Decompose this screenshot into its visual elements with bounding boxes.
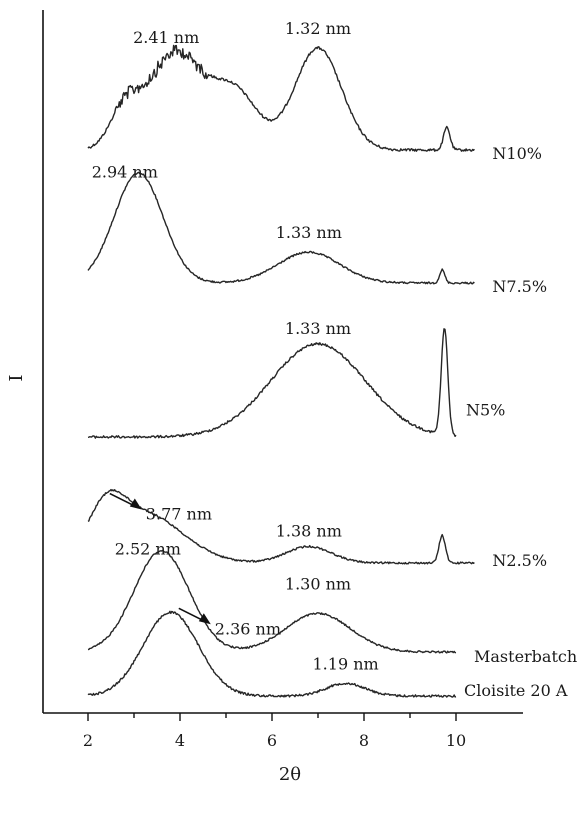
- arrow-head: [129, 498, 142, 510]
- series-label: Cloisite 20 A: [464, 681, 568, 700]
- peak-label: 2.52 nm: [115, 540, 181, 559]
- series-line: [87, 328, 457, 439]
- series-0: N10% 2.41 nm 1.32 nm: [87, 19, 542, 163]
- series-1: N7.5% 2.94 nm 1.33 nm: [87, 162, 547, 296]
- peak-label: 1.32 nm: [285, 19, 351, 38]
- series-line: [87, 488, 475, 565]
- series-line: [87, 610, 457, 698]
- series-line: [87, 171, 475, 285]
- peak-label: 1.30 nm: [285, 575, 351, 594]
- series-label: N5%: [466, 401, 505, 420]
- series-label: Masterbatch: [474, 647, 577, 666]
- series-label: N2.5%: [492, 551, 547, 570]
- x-tick-label: 4: [175, 731, 185, 750]
- x-tick-label: 2: [83, 731, 93, 750]
- peak-label: 1.38 nm: [276, 521, 342, 540]
- arrow-head: [198, 613, 211, 625]
- x-tick-label: 8: [359, 731, 369, 750]
- peak-label: 2.94 nm: [92, 162, 158, 181]
- series-line: [87, 549, 457, 654]
- y-axis-title: I: [6, 374, 27, 381]
- series-4: Masterbatch 2.52 nm 1.30 nm: [87, 540, 577, 666]
- peak-label: 2.36 nm: [215, 619, 281, 638]
- series-3: N2.5% 3.77 nm 1.38 nm: [87, 488, 547, 570]
- peak-label: 3.77 nm: [146, 505, 212, 524]
- series-2: N5% 1.33 nm: [87, 319, 505, 439]
- x-tick-label: 6: [267, 731, 277, 750]
- series-label: N7.5%: [492, 277, 547, 296]
- peak-label: 1.33 nm: [285, 319, 351, 338]
- series-5: Cloisite 20 A 2.36 nm 1.19 nm: [87, 607, 568, 700]
- peak-label: 1.19 nm: [313, 654, 379, 673]
- peak-label: 1.33 nm: [276, 223, 342, 242]
- x-tick-label: 10: [446, 731, 466, 750]
- peak-label: 2.41 nm: [133, 28, 199, 47]
- series-label: N10%: [492, 144, 542, 163]
- x-axis-title: 2θ: [279, 764, 301, 785]
- x-axis-ticks: 2 4 6 8 10: [83, 713, 466, 750]
- series-line: [87, 44, 475, 152]
